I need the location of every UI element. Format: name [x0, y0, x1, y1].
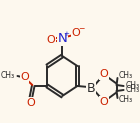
Text: CH₃: CH₃	[125, 85, 139, 94]
Text: O: O	[26, 98, 35, 108]
Text: O: O	[100, 97, 108, 107]
Text: CH₃: CH₃	[1, 71, 15, 80]
Text: −: −	[78, 24, 84, 33]
Text: O: O	[46, 35, 55, 45]
Text: B: B	[87, 82, 96, 94]
Text: O: O	[100, 69, 108, 79]
Text: CH₃: CH₃	[118, 71, 132, 80]
Text: O: O	[72, 28, 81, 38]
Text: +: +	[63, 31, 69, 37]
Text: O: O	[20, 72, 29, 82]
Text: CH₃: CH₃	[118, 95, 132, 105]
Text: CH₃: CH₃	[125, 82, 139, 91]
Text: N: N	[57, 32, 67, 46]
